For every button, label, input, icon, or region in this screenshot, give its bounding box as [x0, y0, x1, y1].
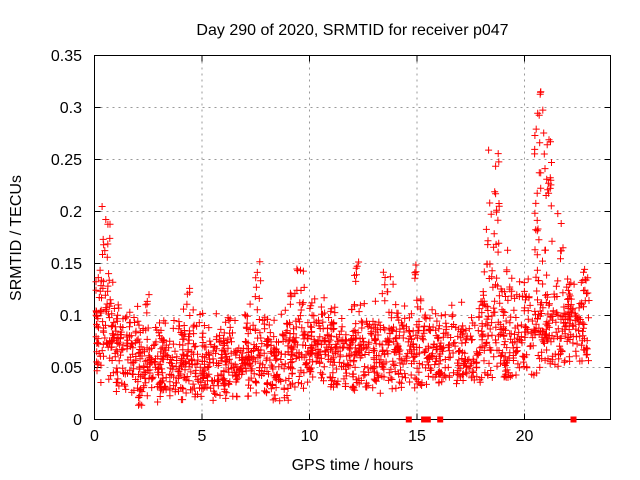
- x-tick-label: 20: [516, 428, 534, 445]
- y-tick-label: 0.1: [60, 308, 82, 325]
- y-tick-label: 0.3: [60, 100, 82, 117]
- scatter-points: [92, 88, 593, 409]
- x-tick-label: 10: [301, 428, 319, 445]
- y-tick-label: 0.25: [51, 152, 82, 169]
- zero-value-point: [570, 416, 577, 423]
- tick-labels: 0 5 10 15 20 0 0.05 0.1 0.15 0.2 0.25 0.3 0.35: [51, 48, 534, 445]
- x-tick-label: 0: [90, 428, 99, 445]
- zero-value-point: [424, 416, 431, 423]
- plot-border: [94, 55, 611, 420]
- x-tick-label: 5: [198, 428, 207, 445]
- zero-value-markers: [405, 416, 577, 423]
- y-axis-label: SRMTID / TECUs: [8, 175, 25, 301]
- x-axis-label: GPS time / hours: [292, 457, 414, 474]
- y-tick-label: 0.35: [51, 48, 82, 65]
- zero-value-point: [421, 416, 428, 423]
- y-tick-label: 0.05: [51, 360, 82, 377]
- zero-value-point: [437, 416, 444, 423]
- y-tick-label: 0: [73, 412, 82, 429]
- y-tick-label: 0.15: [51, 256, 82, 273]
- y-tick-label: 0.2: [60, 204, 82, 221]
- x-tick-label: 15: [408, 428, 426, 445]
- chart-title: Day 290 of 2020, SRMTID for receiver p04…: [196, 22, 508, 39]
- zero-value-point: [405, 416, 412, 423]
